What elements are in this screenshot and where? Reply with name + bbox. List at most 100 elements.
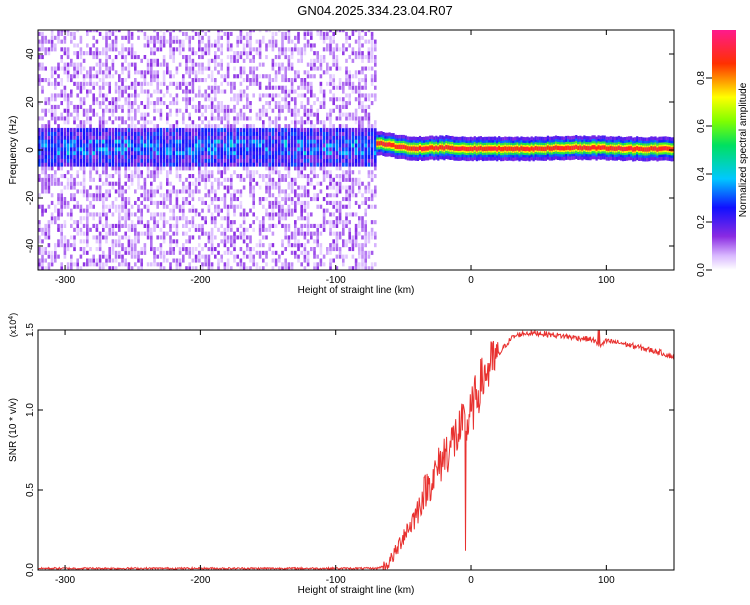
heatmap-cell — [361, 135, 364, 140]
heatmap-cell — [335, 47, 339, 52]
heatmap-cell — [471, 147, 474, 152]
heatmap-cell — [358, 55, 361, 60]
heatmap-cell — [335, 185, 339, 190]
heatmap-cell — [287, 143, 291, 148]
heatmap-cell — [118, 97, 121, 102]
heatmap-cell — [111, 104, 115, 109]
heatmap-cell — [246, 74, 249, 79]
heatmap-cell — [166, 181, 169, 186]
heatmap-cell — [108, 247, 111, 252]
heatmap-cell — [121, 104, 124, 109]
heatmap-cell — [214, 235, 217, 240]
heatmap-cell — [134, 89, 137, 94]
heatmap-cell — [322, 55, 326, 60]
heatmap-cell — [89, 177, 92, 182]
heatmap-cell — [284, 154, 287, 159]
heatmap-cell — [329, 243, 332, 248]
heatmap-cell — [348, 127, 351, 132]
heatmap-cell — [664, 146, 667, 151]
heatmap-cell — [246, 55, 249, 60]
heatmap-cell — [60, 127, 63, 132]
heatmap-cell — [338, 151, 342, 156]
heatmap-cell — [310, 112, 313, 117]
heatmap-cell — [348, 93, 351, 98]
heatmap-cell — [146, 143, 150, 148]
heatmap-cell — [82, 151, 86, 156]
heatmap-cell — [214, 81, 217, 86]
heatmap-cell — [166, 170, 169, 175]
heatmap-cell — [348, 266, 351, 270]
heatmap-cell — [316, 58, 319, 63]
heatmap-cell — [361, 66, 364, 71]
heatmap-cell — [316, 51, 319, 56]
heatmap-cell — [364, 200, 367, 205]
heatmap-cell — [70, 135, 73, 140]
heatmap-cell — [130, 35, 134, 40]
heatmap-cell — [156, 200, 159, 205]
heatmap-cell — [354, 39, 358, 44]
heatmap-cell — [105, 135, 108, 140]
heatmap-cell — [105, 66, 108, 71]
heatmap-cell — [121, 78, 124, 83]
heatmap-cell — [95, 135, 99, 140]
heatmap-cell — [342, 177, 345, 182]
heatmap-cell — [57, 197, 60, 202]
heatmap-cell — [47, 120, 51, 125]
heatmap-cell — [252, 170, 255, 175]
heatmap-cell — [329, 185, 332, 190]
heatmap-cell — [188, 247, 191, 252]
heatmap-cell — [278, 131, 281, 136]
heatmap-cell — [130, 143, 134, 148]
heatmap-cell — [118, 250, 121, 255]
heatmap-cell — [143, 231, 147, 236]
heatmap-cell — [172, 212, 175, 217]
heatmap-cell — [166, 151, 169, 156]
heatmap-cell — [361, 143, 364, 148]
heatmap-cell — [354, 131, 358, 136]
heatmap-cell — [278, 174, 281, 179]
heatmap-cell — [124, 204, 127, 209]
heatmap-cell — [150, 227, 153, 232]
heatmap-cell — [319, 158, 323, 163]
heatmap-cell — [249, 51, 252, 56]
heatmap-cell — [281, 43, 284, 48]
heatmap-cell — [207, 74, 211, 79]
heatmap-cell — [262, 127, 265, 132]
heatmap-cell — [223, 239, 227, 244]
heatmap-cell — [358, 85, 361, 90]
heatmap-cell — [156, 39, 159, 44]
heatmap-cell — [255, 139, 259, 144]
heatmap-cell — [326, 116, 329, 121]
heatmap-cell — [44, 147, 47, 152]
heatmap-cell — [153, 220, 156, 225]
heatmap-cell — [70, 154, 73, 159]
heatmap-cell — [146, 204, 150, 209]
heatmap-cell — [191, 197, 195, 202]
heatmap-cell — [172, 127, 175, 132]
heatmap-cell — [159, 47, 163, 52]
heatmap-cell — [214, 51, 217, 56]
heatmap-cell — [63, 51, 67, 56]
heatmap-cell — [204, 135, 207, 140]
heatmap-cell — [313, 154, 316, 159]
heatmap-cell — [66, 154, 70, 159]
heatmap-cell — [236, 101, 239, 106]
heatmap-cell — [329, 220, 332, 225]
heatmap-cell — [63, 200, 67, 205]
heatmap-cell — [127, 185, 131, 190]
heatmap-cell — [38, 250, 41, 255]
heatmap-cell — [86, 139, 89, 144]
heatmap-cell — [108, 147, 111, 152]
heatmap-cell — [79, 162, 83, 167]
heatmap-cell — [102, 170, 105, 175]
heatmap-cell — [114, 135, 118, 140]
heatmap-cell — [146, 35, 150, 40]
heatmap-cell — [239, 97, 243, 102]
heatmap-cell — [217, 131, 220, 136]
heatmap-cell — [338, 85, 342, 90]
heatmap-cell — [364, 66, 367, 71]
heatmap-cell — [242, 51, 246, 56]
heatmap-cell — [348, 135, 351, 140]
heatmap-cell — [271, 127, 275, 132]
